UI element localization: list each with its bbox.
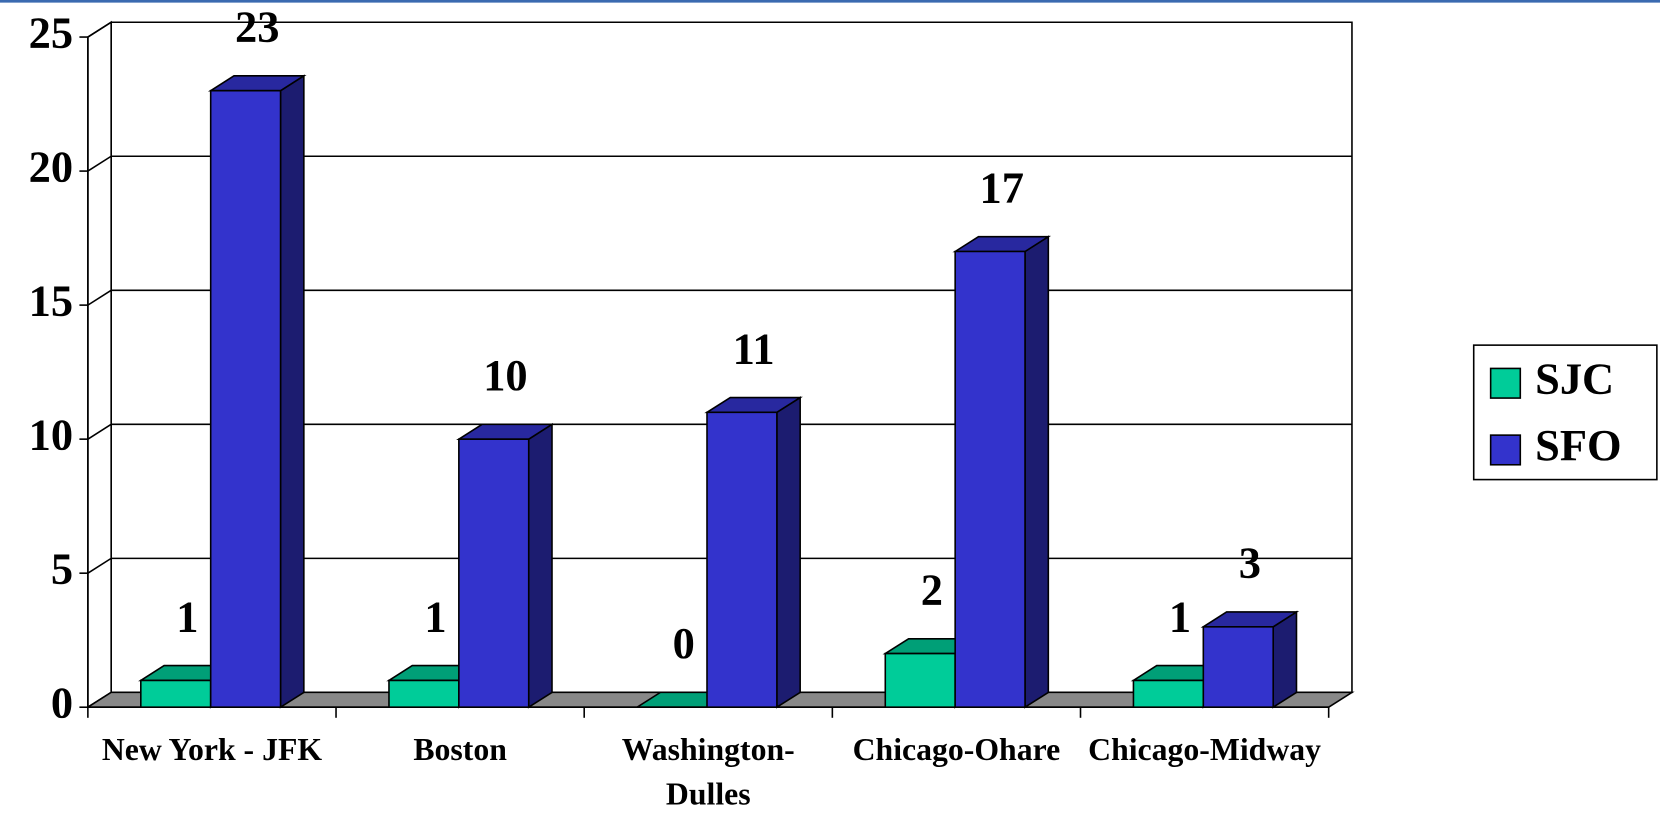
bar-front — [1202, 625, 1274, 709]
side-wall — [87, 20, 112, 709]
value-label: 1 — [1169, 591, 1191, 641]
grid-line — [87, 423, 1352, 440]
value-label: 23 — [235, 2, 279, 52]
x-tick-label: Boston — [413, 732, 507, 768]
bar-front — [1132, 679, 1205, 709]
bar — [704, 396, 803, 709]
grid-line — [87, 155, 1352, 172]
value-label: 0 — [673, 618, 695, 668]
value-label: 10 — [483, 350, 527, 400]
legend-swatch — [1489, 367, 1522, 399]
value-label: 1 — [176, 591, 198, 641]
legend-swatch — [1489, 434, 1522, 466]
bar-front — [884, 652, 956, 709]
bar-side — [527, 422, 553, 709]
bar-front — [388, 679, 460, 709]
bar-side — [279, 74, 305, 709]
bar-front — [954, 250, 1026, 709]
x-tick-label: New York - JFK — [101, 732, 323, 768]
y-tick-label: 0 — [51, 677, 73, 727]
legend-label: SFO — [1535, 420, 1621, 470]
legend-label: SJC — [1535, 353, 1614, 403]
bar — [456, 422, 555, 709]
value-label: 11 — [733, 323, 775, 373]
bar-side — [1272, 610, 1298, 709]
bar-front — [209, 89, 282, 709]
y-tick-label: 20 — [29, 141, 73, 191]
bar-front — [458, 438, 530, 709]
bar-side — [1024, 235, 1050, 709]
grid-line — [87, 557, 1352, 574]
y-tick-label: 10 — [29, 409, 73, 459]
y-tick-label: 5 — [51, 543, 73, 593]
grid-line — [87, 21, 1352, 38]
y-tick-label: 15 — [29, 275, 73, 325]
bar — [1200, 610, 1300, 709]
value-label: 17 — [980, 162, 1024, 212]
x-tick-label: Chicago-Ohare — [852, 732, 1061, 768]
x-tick-label: Washington-Dulles — [621, 732, 795, 813]
grid-line — [87, 289, 1352, 306]
bar — [207, 74, 307, 709]
bar — [952, 235, 1052, 709]
bar-front — [706, 411, 778, 709]
value-label: 2 — [921, 565, 943, 615]
value-label: 1 — [424, 591, 446, 641]
value-label: 3 — [1239, 538, 1261, 588]
bar-front — [140, 679, 212, 709]
x-tick-label: Chicago-Midway — [1088, 732, 1322, 768]
bar-side — [776, 396, 801, 709]
y-tick-label: 25 — [29, 7, 73, 57]
